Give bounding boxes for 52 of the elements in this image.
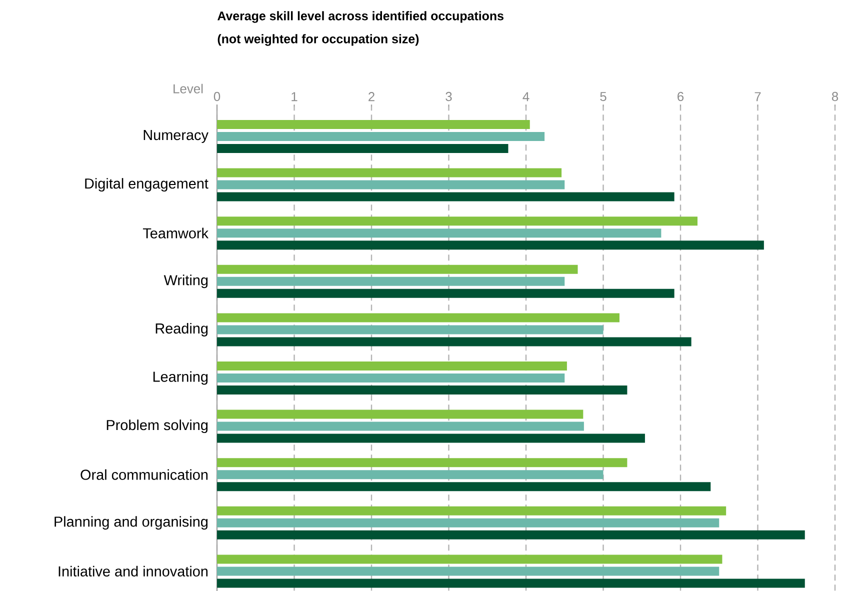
x-tick-label: 7: [754, 92, 761, 102]
y-tick-label: Problem solving: [106, 420, 208, 434]
bar: [217, 482, 711, 492]
bar: [217, 434, 645, 443]
bar: [217, 458, 628, 468]
y-tick-label: Reading: [156, 322, 208, 336]
bar: [217, 374, 565, 383]
bar: [217, 578, 805, 588]
bar: [217, 120, 530, 130]
bar: [217, 240, 764, 250]
y-tick-label: Learning: [153, 371, 208, 385]
bar: [217, 313, 620, 322]
x-tick-label: 5: [600, 92, 606, 102]
x-tick-label: 8: [832, 92, 838, 102]
y-tick-label: Oral communication: [80, 469, 208, 480]
bar: [217, 276, 565, 286]
y-tick-label: Digital engagement: [85, 178, 208, 192]
bar: [217, 228, 662, 238]
x-axis-title: Level: [174, 84, 203, 94]
x-tick-label: 4: [522, 92, 530, 102]
bar: [217, 192, 674, 202]
y-tick-label: Writing: [164, 274, 208, 288]
bar: [217, 470, 604, 480]
bar: [217, 518, 720, 528]
y-tick-label: Numeracy: [144, 130, 208, 143]
bar: [217, 410, 584, 419]
bar: [217, 144, 508, 154]
bar: [217, 216, 698, 226]
x-tick-label: 1: [292, 92, 298, 102]
x-tick-label: 0: [214, 92, 220, 102]
x-tick-label: 6: [678, 92, 684, 102]
bar: [217, 362, 567, 371]
bar: [217, 180, 565, 190]
bar: [217, 132, 545, 142]
chart-title: Average skill level across identified occupations: [218, 11, 504, 23]
x-tick-label: 3: [446, 92, 452, 102]
bar: [217, 506, 726, 516]
bar: [217, 288, 674, 298]
bar: [217, 566, 720, 576]
bar: [217, 554, 722, 564]
bar: [217, 337, 692, 346]
y-tick-label: Teamwork: [142, 228, 209, 238]
chart-subtitle: (not weighted for occupation size): [218, 34, 419, 46]
bar: [217, 386, 628, 395]
bar: [217, 168, 562, 178]
y-tick-label: Planning and organising: [54, 516, 208, 530]
y-tick-label: Initiative and innovation: [58, 566, 208, 577]
x-tick-label: 2: [368, 92, 374, 102]
bar: [217, 325, 604, 334]
bar: [217, 422, 584, 431]
bar: [217, 264, 578, 274]
bar: [217, 530, 805, 540]
